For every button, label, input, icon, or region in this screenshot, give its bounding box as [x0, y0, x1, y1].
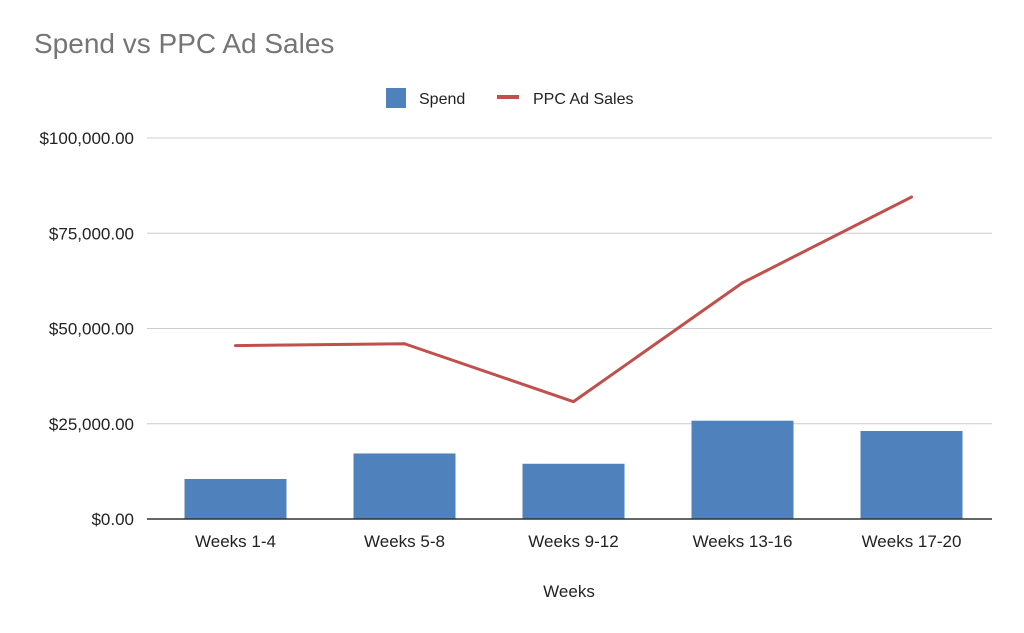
bar-spend: [184, 478, 287, 519]
point-ppc-ad-sales: [572, 400, 575, 404]
y-tick-label: $0.00: [91, 510, 134, 529]
point-ppc-ad-sales: [910, 195, 913, 199]
point-ppc-ad-sales: [403, 342, 406, 346]
x-tick-label: Weeks 13-16: [693, 532, 793, 551]
bar-spend: [353, 453, 456, 519]
y-tick-label: $100,000.00: [39, 129, 134, 148]
legend: Spend PPC Ad Sales: [386, 88, 634, 108]
y-axis-ticks: $0.00 $25,000.00 $50,000.00 $75,000.00 $100,…: [39, 129, 134, 529]
x-tick-label: Weeks 1-4: [195, 532, 276, 551]
legend-swatch-spend: [386, 88, 406, 108]
x-tick-label: Weeks 5-8: [364, 532, 445, 551]
legend-label-spend: Spend: [419, 91, 465, 108]
bar-spend: [522, 463, 625, 519]
bar-spend: [860, 430, 963, 519]
x-tick-label: Weeks 17-20: [862, 532, 962, 551]
x-tick-label: Weeks 9-12: [528, 532, 618, 551]
ppc-ad-sales-line: [235, 195, 913, 404]
gridlines: [147, 137, 992, 425]
bar-spend: [691, 420, 794, 519]
ppc-ad-sales-line-group: [234, 195, 913, 404]
legend-label-ppc-ad-sales: PPC Ad Sales: [533, 91, 634, 108]
y-tick-label: $25,000.00: [49, 415, 134, 434]
y-tick-label: $50,000.00: [49, 320, 134, 339]
point-ppc-ad-sales: [234, 344, 237, 348]
x-axis-title: Weeks: [543, 582, 595, 601]
point-ppc-ad-sales: [741, 281, 744, 285]
spend-bars: [184, 420, 963, 519]
y-tick-label: $75,000.00: [49, 224, 134, 243]
chart-title: Spend vs PPC Ad Sales: [34, 28, 335, 59]
x-axis-ticks: Weeks 1-4 Weeks 5-8 Weeks 9-12 Weeks 13-16 W…: [195, 532, 961, 551]
